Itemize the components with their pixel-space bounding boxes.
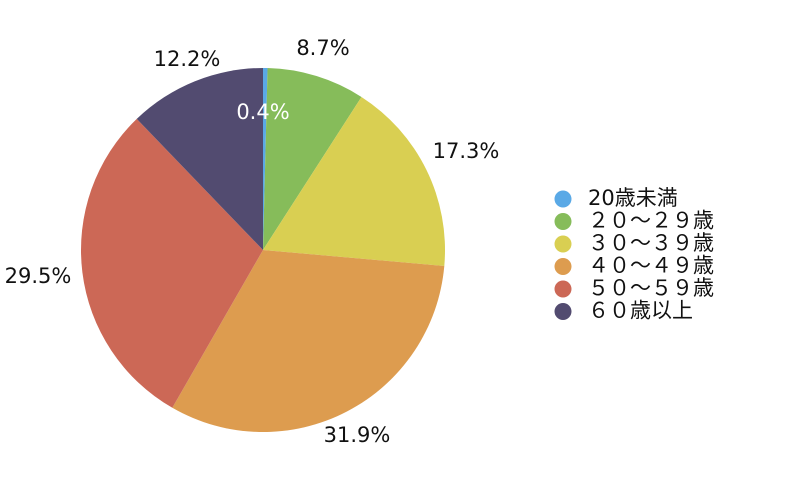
- legend-label-2: ２０〜２９歳: [588, 209, 714, 233]
- legend-swatch-5: [554, 280, 572, 298]
- legend-item-1: 20歳未満: [554, 186, 678, 210]
- slice-value-label-5: 29.5%: [5, 264, 72, 288]
- legend-swatch-6: [554, 303, 572, 320]
- legend-swatch-2: [554, 213, 572, 230]
- legend-label-1: 20歳未満: [588, 186, 678, 210]
- slice-value-label-1: 0.4%: [236, 100, 289, 124]
- pie-slice-6: [136, 68, 263, 250]
- legend-item-6: ６０歳以上: [554, 299, 693, 323]
- legend-swatch-1: [554, 190, 572, 208]
- legend-item-3: ３０〜３９歳: [554, 231, 714, 255]
- legend-label-4: ４０〜４９歳: [588, 254, 714, 278]
- legend-label-5: ５０〜５９歳: [588, 276, 714, 300]
- pie-slice-3: [263, 96, 446, 266]
- slice-value-label-4: 31.9%: [324, 423, 391, 447]
- legend-label-3: ３０〜３９歳: [588, 231, 714, 255]
- pie-slices: [80, 68, 446, 433]
- legend-swatch-4: [554, 258, 572, 275]
- legend-item-4: ４０〜４９歳: [554, 254, 714, 278]
- pie-slice-4: [172, 250, 445, 433]
- legend-swatch-3: [554, 235, 572, 253]
- slice-value-label-3: 17.3%: [433, 139, 500, 163]
- pie-value-labels: 0.4% 8.7% 17.3% 31.9% 29.5% 12.2%: [5, 36, 500, 447]
- pie-slice-2: [263, 68, 362, 250]
- slice-value-label-2: 8.7%: [296, 36, 349, 60]
- slice-value-label-6: 12.2%: [154, 47, 221, 71]
- pie-slice-1: [263, 68, 268, 250]
- legend-item-2: ２０〜２９歳: [554, 209, 714, 233]
- legend-label-6: ６０歳以上: [588, 299, 693, 323]
- legend-item-5: ５０〜５９歳: [554, 276, 714, 300]
- pie-slice-5: [80, 118, 263, 408]
